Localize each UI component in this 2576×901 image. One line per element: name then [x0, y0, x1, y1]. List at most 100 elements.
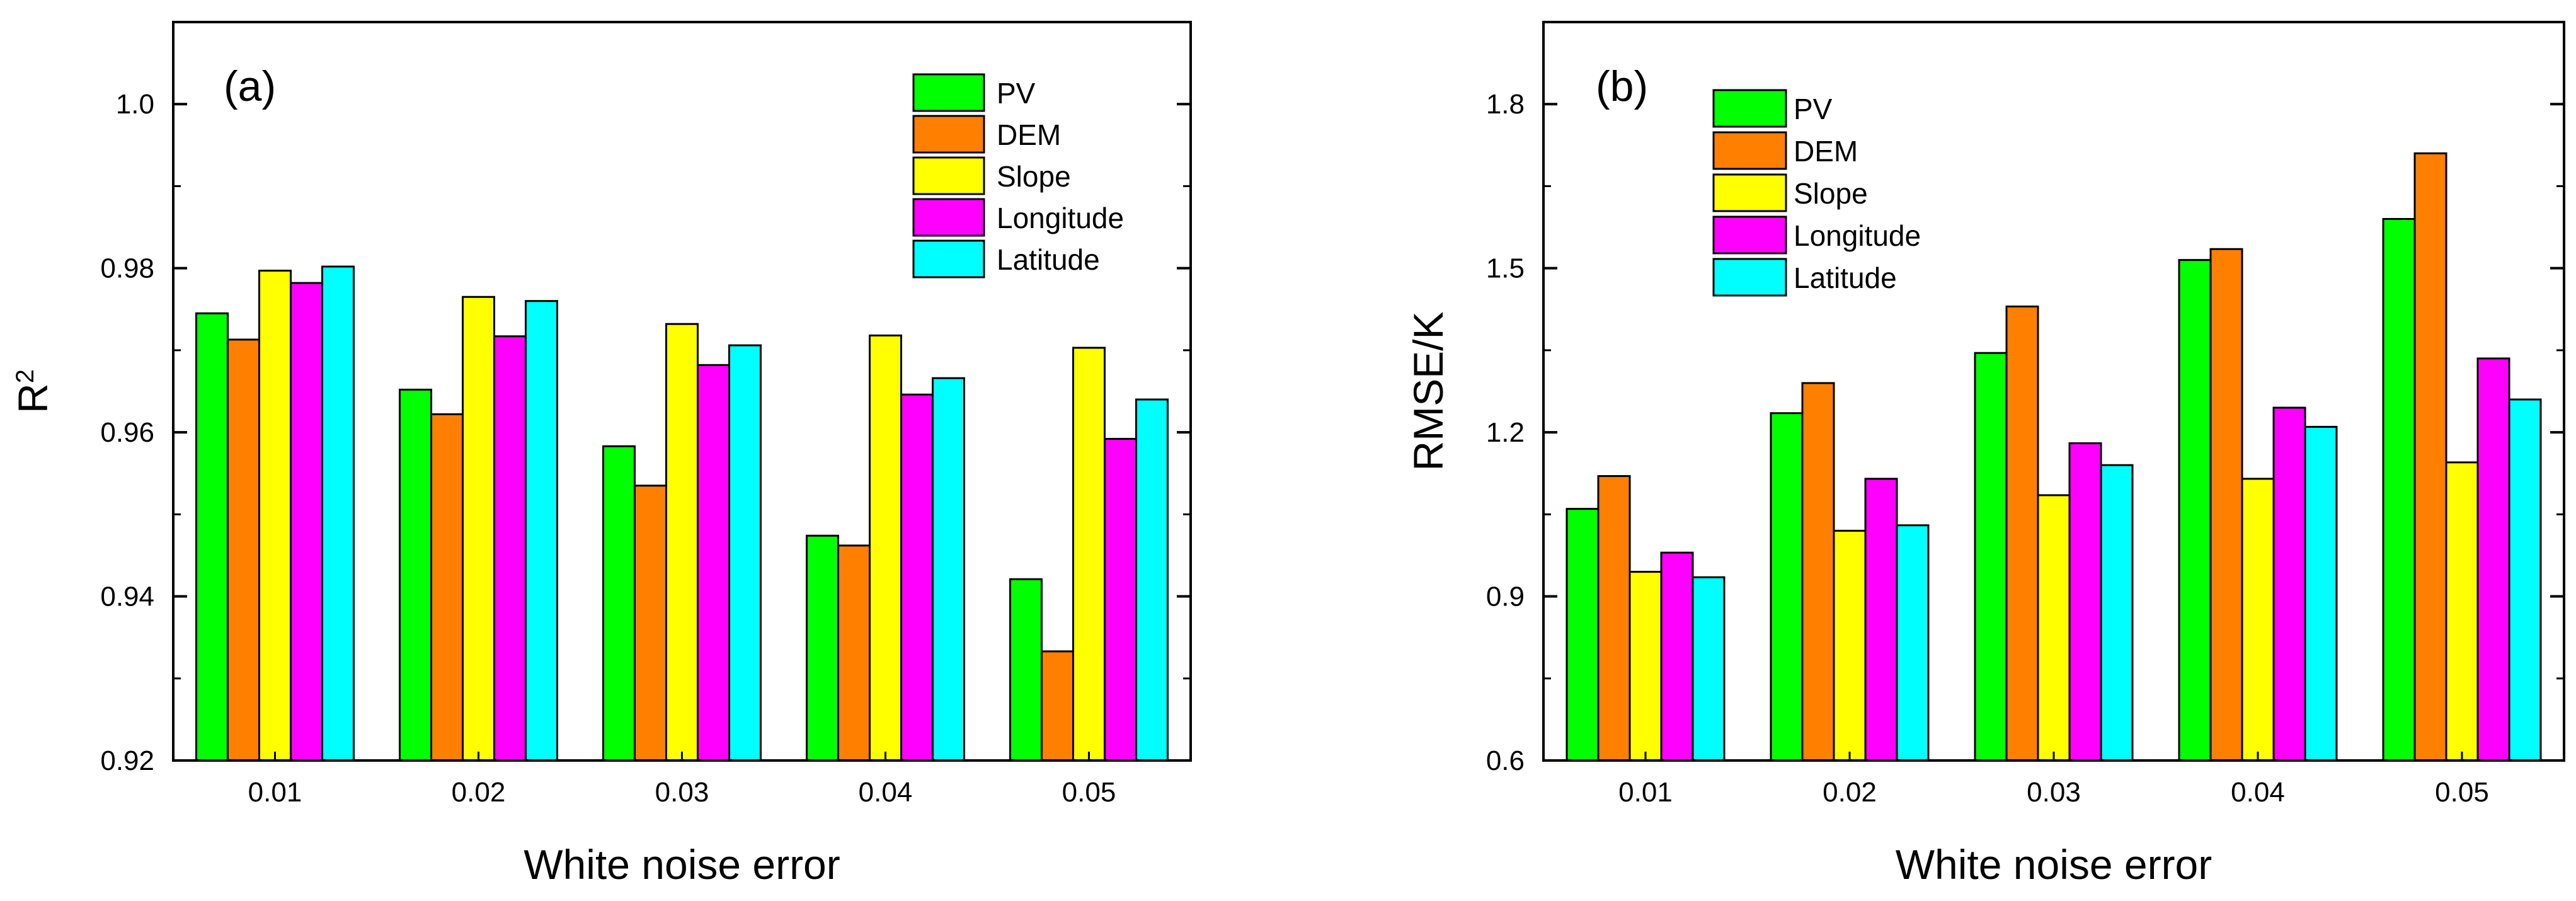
- bar-slope-0.05: [2445, 461, 2479, 762]
- y-tick-label: 0.96: [100, 417, 154, 448]
- bar-pv-0.01: [1566, 508, 1600, 762]
- y-tick-label: 1.5: [1486, 253, 1525, 284]
- bar-latitude-0.01: [321, 265, 355, 762]
- chart-panel-a: 0.92 0.94 0.96 0.98 1.0 0.01 0.02 0.03 0.04 0.05 W…: [9, 21, 1192, 888]
- bar-longitude-0.04: [900, 393, 934, 762]
- legend-label-slope: Slope: [1794, 177, 1868, 210]
- bar-latitude-0.03: [2100, 464, 2134, 762]
- legend-swatch-slope: [1712, 173, 1787, 212]
- bar-longitude-0.05: [1104, 438, 1137, 762]
- legend-swatch-latitude: [1712, 258, 1787, 297]
- bar-pv-0.04: [2178, 259, 2212, 762]
- x-tick-label: 0.03: [655, 777, 709, 808]
- legend-label-dem: DEM: [997, 118, 1061, 151]
- legend-swatch-dem: [1712, 131, 1787, 170]
- legend-swatch-dem: [912, 115, 985, 154]
- legend-label-latitude: Latitude: [997, 243, 1100, 276]
- y-tick-label: 1.2: [1486, 417, 1525, 448]
- bar-slope-0.03: [665, 323, 699, 762]
- y-tick-label: 0.9: [1486, 582, 1525, 612]
- legend: PV DEM Slope Longitude Latitude: [912, 73, 1124, 278]
- y-tick-label: 0.94: [100, 582, 154, 612]
- x-tick-label: 0.04: [2231, 777, 2285, 808]
- bar-dem-0.03: [2005, 305, 2039, 762]
- x-axis-label: White noise error: [1896, 841, 2212, 888]
- x-tick-label: 0.02: [452, 777, 506, 808]
- legend-swatch-slope: [912, 156, 985, 195]
- panel-label: (b): [1596, 62, 1648, 110]
- bar-dem-0.02: [430, 413, 464, 762]
- legend-swatch-longitude: [912, 198, 985, 237]
- legend-label-latitude: Latitude: [1794, 261, 1897, 294]
- y-tick-label: 0.98: [100, 253, 154, 284]
- y-axis-label: R2: [9, 369, 56, 413]
- y-tick-label: 0.6: [1486, 745, 1525, 776]
- y-tick-label: 1.0: [116, 89, 154, 120]
- bar-longitude-0.03: [2068, 442, 2102, 762]
- x-tick-label: 0.03: [2027, 777, 2081, 808]
- legend-swatch-longitude: [1712, 215, 1787, 255]
- x-tick-label: 0.01: [1618, 777, 1673, 808]
- bar-dem-0.05: [1041, 650, 1074, 762]
- bar-latitude-0.03: [728, 344, 762, 762]
- bar-longitude-0.04: [2272, 406, 2306, 762]
- bar-latitude-0.04: [932, 377, 965, 762]
- bar-dem-0.04: [2209, 248, 2243, 762]
- bar-dem-0.01: [1597, 475, 1631, 762]
- bar-latitude-0.05: [1135, 398, 1169, 762]
- bar-latitude-0.05: [2508, 398, 2542, 762]
- bar-dem-0.01: [227, 338, 260, 762]
- y-tick-label: 0.92: [100, 745, 154, 776]
- legend-swatch-latitude: [912, 239, 985, 278]
- bar-latitude-0.02: [525, 300, 558, 762]
- panel-label: (a): [224, 62, 276, 110]
- bar-longitude-0.05: [2476, 357, 2510, 762]
- x-tick-label: 0.01: [248, 777, 302, 808]
- bar-latitude-0.04: [2304, 425, 2338, 762]
- chart-panel-b: 0.6 0.9 1.2 1.5 1.8 0.01 0.02 0.03 0.04 0.05 White…: [1405, 21, 2565, 888]
- bar-slope-0.04: [869, 334, 902, 762]
- bar-slope-0.02: [1833, 529, 1867, 762]
- bar-longitude-0.02: [1864, 478, 1898, 762]
- x-tick-label: 0.02: [1823, 777, 1877, 808]
- y-axis-label: RMSE/K: [1405, 311, 1451, 471]
- bar-longitude-0.01: [1660, 551, 1694, 762]
- bar-slope-0.03: [2037, 494, 2071, 762]
- bar-slope-0.05: [1072, 347, 1106, 762]
- x-axis-label: White noise error: [524, 841, 840, 888]
- bar-slope-0.04: [2241, 478, 2275, 762]
- legend-label-dem: DEM: [1794, 135, 1858, 168]
- legend-label-pv: PV: [1794, 93, 1833, 125]
- bar-latitude-0.01: [1692, 576, 1726, 762]
- bar-pv-0.01: [195, 312, 229, 762]
- bar-longitude-0.03: [697, 364, 730, 762]
- bar-pv-0.03: [1974, 352, 2008, 762]
- bar-dem-0.03: [634, 485, 667, 762]
- legend-label-slope: Slope: [997, 160, 1071, 193]
- bar-pv-0.02: [1770, 412, 1804, 762]
- bar-latitude-0.02: [1896, 524, 1930, 762]
- bar-dem-0.05: [2413, 152, 2447, 762]
- x-tick-label: 0.05: [2435, 777, 2489, 808]
- y-tick-label: 1.8: [1486, 89, 1525, 120]
- bar-pv-0.05: [2382, 218, 2416, 762]
- bar-slope-0.02: [462, 296, 495, 762]
- bar-dem-0.02: [1801, 382, 1835, 762]
- bar-slope-0.01: [258, 270, 292, 762]
- legend-swatch-pv: [1712, 89, 1787, 128]
- x-tick-label: 0.04: [859, 777, 913, 808]
- bar-slope-0.01: [1629, 570, 1663, 762]
- bar-pv-0.05: [1009, 578, 1043, 762]
- bar-pv-0.03: [602, 445, 636, 762]
- y-axis-label-superscript: 2: [11, 369, 39, 383]
- legend-swatch-pv: [912, 73, 985, 112]
- bar-pv-0.04: [806, 534, 839, 762]
- bar-pv-0.02: [399, 388, 432, 762]
- legend-label-longitude: Longitude: [997, 202, 1124, 234]
- legend-label-longitude: Longitude: [1794, 219, 1921, 252]
- bar-longitude-0.02: [493, 335, 527, 762]
- legend: PV DEM Slope Longitude Latitude: [1712, 89, 1921, 297]
- x-tick-label: 0.05: [1062, 777, 1116, 808]
- bar-dem-0.04: [837, 544, 871, 762]
